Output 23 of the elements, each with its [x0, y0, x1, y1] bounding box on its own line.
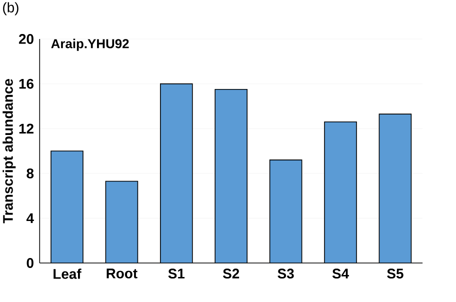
bar: [270, 160, 302, 263]
y-tick-label: 20: [18, 34, 34, 44]
bar: [378, 114, 412, 263]
text: (b): [3, 2, 18, 16]
x-tick-label: Leaf: [54, 268, 82, 279]
bar: [215, 89, 248, 263]
bar: [51, 150, 83, 263]
y-tick-label: 12: [19, 124, 34, 134]
y-tick-label: 4: [26, 213, 34, 223]
x-tick-label: S2: [222, 268, 240, 279]
bar: [324, 122, 357, 263]
x-tick-label: S1: [168, 268, 185, 279]
y-axis-title: Transcript abundance: [2, 79, 16, 224]
bar: [106, 181, 138, 263]
y-tick-label: 0: [26, 258, 34, 268]
x-tick-label: S5: [387, 268, 404, 279]
y-tick-label: 8: [26, 168, 34, 178]
x-tick-label: S3: [278, 268, 294, 279]
x-tick-label: Root: [106, 268, 138, 278]
y-tick-label: 16: [19, 78, 34, 89]
bar: [160, 84, 192, 263]
chart-title: Araip.YHU92: [51, 38, 129, 51]
x-tick-label: S4: [332, 268, 349, 279]
